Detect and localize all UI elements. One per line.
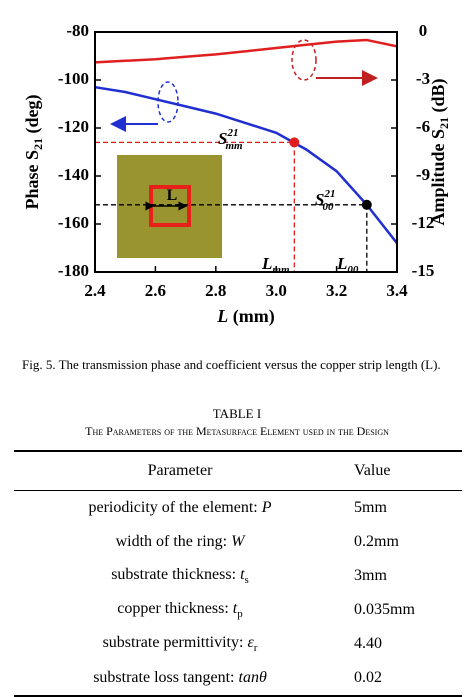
inset: L xyxy=(117,155,222,258)
value-cell: 4.40 xyxy=(354,635,382,652)
x-tick-label: 3.2 xyxy=(326,281,347,300)
x-tick-label: 3.4 xyxy=(386,281,408,300)
text-part: L xyxy=(261,254,272,273)
annotation: L00 xyxy=(336,254,359,276)
parameter-cell: width of the ring: W xyxy=(14,525,346,559)
text-part: copper thickness: xyxy=(117,599,233,617)
text-part: width of the ring: xyxy=(115,533,232,550)
table-title: TABLE I xyxy=(212,406,262,421)
text-part: periodicity of the element: xyxy=(88,499,262,516)
table-row: width of the ring: W 0.2mm xyxy=(14,525,462,559)
y-tick-label: -80 xyxy=(66,21,89,40)
parameter-cell: substrate permittivity: εr xyxy=(14,627,346,661)
y-tick-label: -180 xyxy=(58,261,89,280)
table-row: periodicity of the element: P 5mm xyxy=(14,491,462,526)
y2-tick-label: -9 xyxy=(416,165,430,184)
text-part: S xyxy=(315,190,324,209)
text-part: ε xyxy=(247,633,254,651)
parameter-cell: substrate thickness: ts xyxy=(14,559,346,593)
series-ellipse xyxy=(291,39,317,81)
text-part: t xyxy=(240,565,245,583)
x-tick-label: 2.6 xyxy=(145,281,166,300)
plot-frame xyxy=(94,31,398,273)
table-row: copper thickness: tp 0.035mm xyxy=(14,593,462,627)
y-axis-label: Phase S21 (deg) xyxy=(22,94,45,209)
text-part: Amplitude S xyxy=(428,129,448,226)
text-part: 21 xyxy=(226,127,238,139)
value-cell: 3mm xyxy=(354,567,387,584)
table-row: substrate loss tangent: tanθ 0.02 xyxy=(14,661,462,697)
series-ellipse xyxy=(157,81,179,123)
header-cell: Value xyxy=(346,450,462,491)
text-part: substrate loss tangent: xyxy=(93,669,239,686)
text-part: 00 xyxy=(322,201,334,213)
series-line xyxy=(94,38,398,64)
y2-axis-label: Amplitude S21 (dB) xyxy=(428,78,451,225)
text-part: 00 xyxy=(347,264,359,276)
y-tick-label: -160 xyxy=(58,213,89,232)
text-part: t xyxy=(232,599,238,617)
figure: L 2.4 2.6 2.8 3.0 3.2 3.4-180-160-140-120-100… xyxy=(22,21,451,327)
text-part: mm xyxy=(225,140,243,152)
point xyxy=(289,137,300,148)
value-cell: 5mm xyxy=(354,499,387,516)
annotation: S21 00 xyxy=(315,188,335,213)
x-tick-label: 2.8 xyxy=(205,281,226,300)
text-part: 21 xyxy=(437,117,451,129)
text-part: S xyxy=(218,129,227,148)
text-part: substrate thickness: xyxy=(111,565,241,583)
table-row: substrate thickness: ts 3mm xyxy=(14,559,462,593)
text-part: mm xyxy=(272,264,290,276)
text-part: substrate permittivity: xyxy=(102,633,248,651)
y2-tick-label: -6 xyxy=(416,117,430,136)
x-axis-label: L (mm) xyxy=(216,306,274,327)
text-part: P xyxy=(261,499,272,516)
text-part: r xyxy=(253,642,258,655)
text-part: (deg) xyxy=(22,94,43,138)
value-cell: 0.2mm xyxy=(354,533,399,550)
value-cell: 0.035mm xyxy=(354,601,415,618)
text-part: 21 xyxy=(31,138,45,150)
header-row: Parameter Value xyxy=(14,450,462,491)
text-part: L xyxy=(216,306,228,326)
text-part: (dB) xyxy=(428,78,449,117)
series-line xyxy=(94,85,398,244)
parameter-cell: copper thickness: tp xyxy=(14,593,346,627)
value-cell: 0.02 xyxy=(346,661,462,697)
y2-tick-label: -3 xyxy=(416,69,430,88)
text-part: Phase S xyxy=(22,150,42,210)
header-cell: Parameter xyxy=(14,450,346,491)
table-subtitle: The Parameters of the Metasurface Elemen… xyxy=(85,424,389,438)
y2-tick-label: 0 xyxy=(419,21,428,40)
inset-label: L xyxy=(167,187,178,204)
text-part: p xyxy=(237,608,243,621)
parameter-cell: substrate loss tangent: tanθ xyxy=(14,661,346,697)
text-part: 21 xyxy=(323,188,335,200)
text-part: L xyxy=(336,254,347,273)
text-part: s xyxy=(244,574,249,587)
y-tick-label: -100 xyxy=(58,69,89,88)
text-part: W xyxy=(231,533,245,550)
parameter-cell: periodicity of the element: P xyxy=(14,491,346,526)
table-row: substrate permittivity: εr 4.40 xyxy=(14,627,462,661)
text-part: (mm) xyxy=(228,306,274,327)
y-tick-label: -120 xyxy=(58,117,89,136)
annotation: S21 mm xyxy=(218,127,243,152)
x-tick-label: 3.0 xyxy=(266,281,287,300)
x-tick-label: 2.4 xyxy=(84,281,106,300)
y2-tick-label: -12 xyxy=(412,213,435,232)
caption: Fig. 5. The transmission phase and coeff… xyxy=(22,357,441,372)
y-tick-label: -140 xyxy=(58,165,89,184)
y2-tick-label: -15 xyxy=(412,261,435,280)
annotation: Lmm xyxy=(261,254,290,276)
point xyxy=(361,199,372,210)
parameter-table: Parameter Value periodicity of the element… xyxy=(14,450,462,697)
text-part: tanθ xyxy=(238,669,267,686)
